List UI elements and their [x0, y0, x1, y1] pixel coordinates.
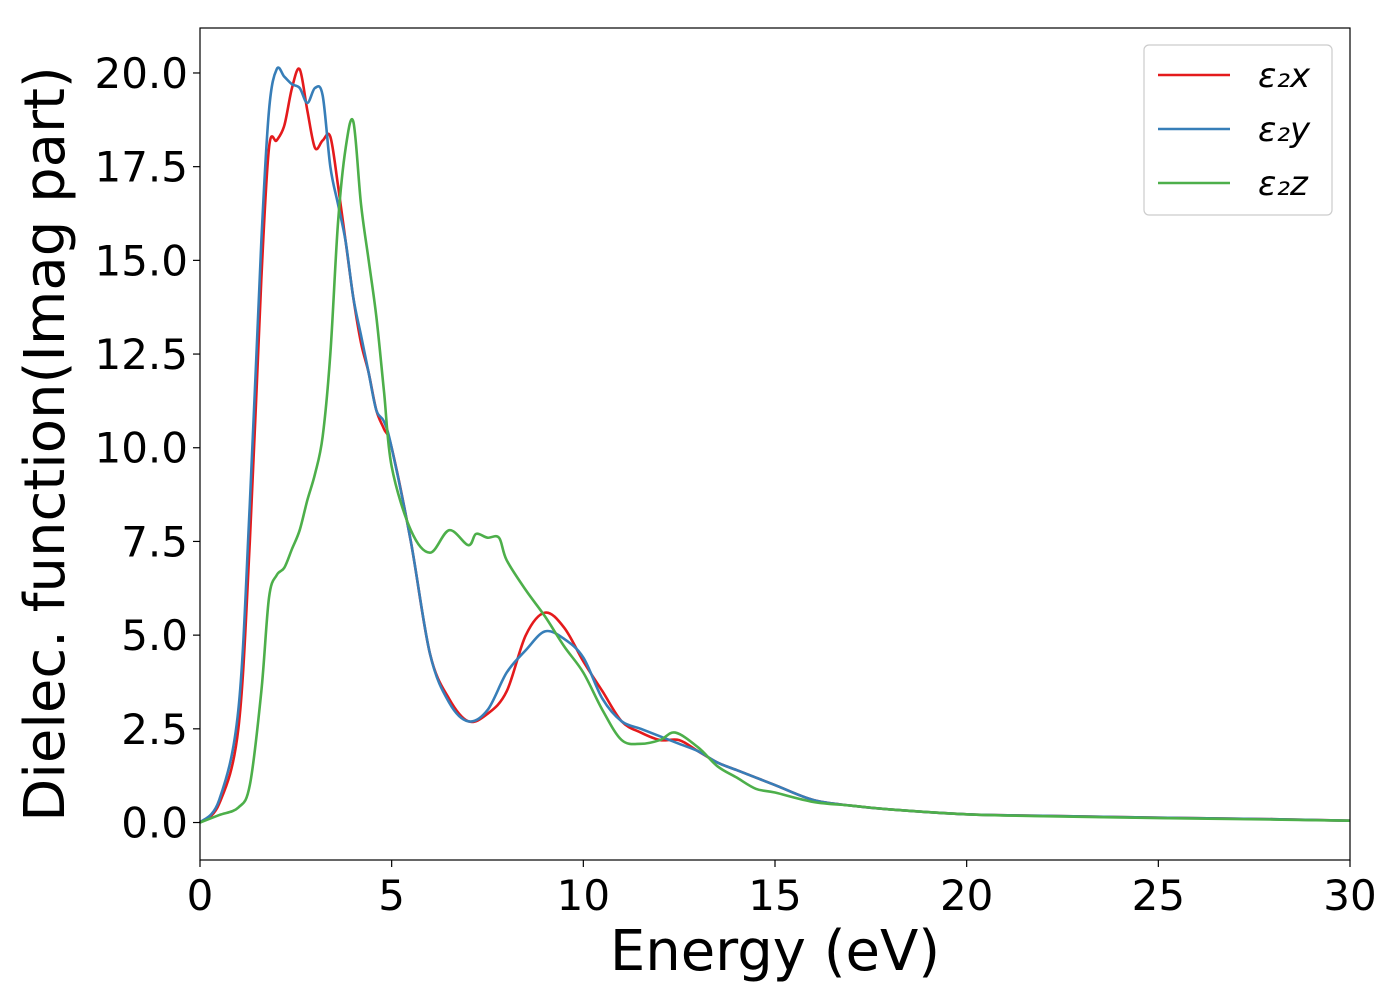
y-tick-label: 2.5	[121, 705, 188, 754]
x-tick-label: 15	[748, 871, 801, 920]
y-axis-label: Dielec. function(Imag part)	[13, 66, 78, 822]
x-tick-label: 30	[1323, 871, 1376, 920]
y-tick-label: 12.5	[94, 330, 188, 379]
legend-label-1: ε₂x	[1258, 56, 1311, 96]
x-tick-label: 25	[1132, 871, 1185, 920]
y-tick-label: 17.5	[94, 143, 188, 192]
legend-box	[1143, 44, 1333, 216]
y-tick-label: 10.0	[94, 424, 188, 473]
y-tick-label: 5.0	[121, 611, 188, 660]
tick-layer: 0 5 10 15 20 25 30 0.0 2.5 5.0 7.5 10.0 12.5 15.0 17.5…	[94, 49, 1376, 920]
x-tick-label: 10	[557, 871, 610, 920]
legend: ε₂x ε₂y ε₂z	[1143, 44, 1333, 216]
y-tick-label: 15.0	[94, 236, 188, 285]
series-line-3	[199, 118, 1351, 824]
y-tick-label: 20.0	[94, 49, 188, 98]
legend-label-3: ε₂z	[1258, 164, 1309, 204]
series-layer	[199, 66, 1351, 824]
x-tick-label: 5	[378, 871, 405, 920]
legend-label-2: ε₂y	[1258, 110, 1311, 150]
series-line-2	[199, 66, 1351, 824]
x-tick-label: 20	[940, 871, 993, 920]
y-tick-label: 0.0	[121, 799, 188, 848]
x-tick-label: 0	[187, 871, 214, 920]
x-axis-label: Energy (eV)	[610, 919, 940, 984]
y-tick-label: 7.5	[121, 517, 188, 566]
